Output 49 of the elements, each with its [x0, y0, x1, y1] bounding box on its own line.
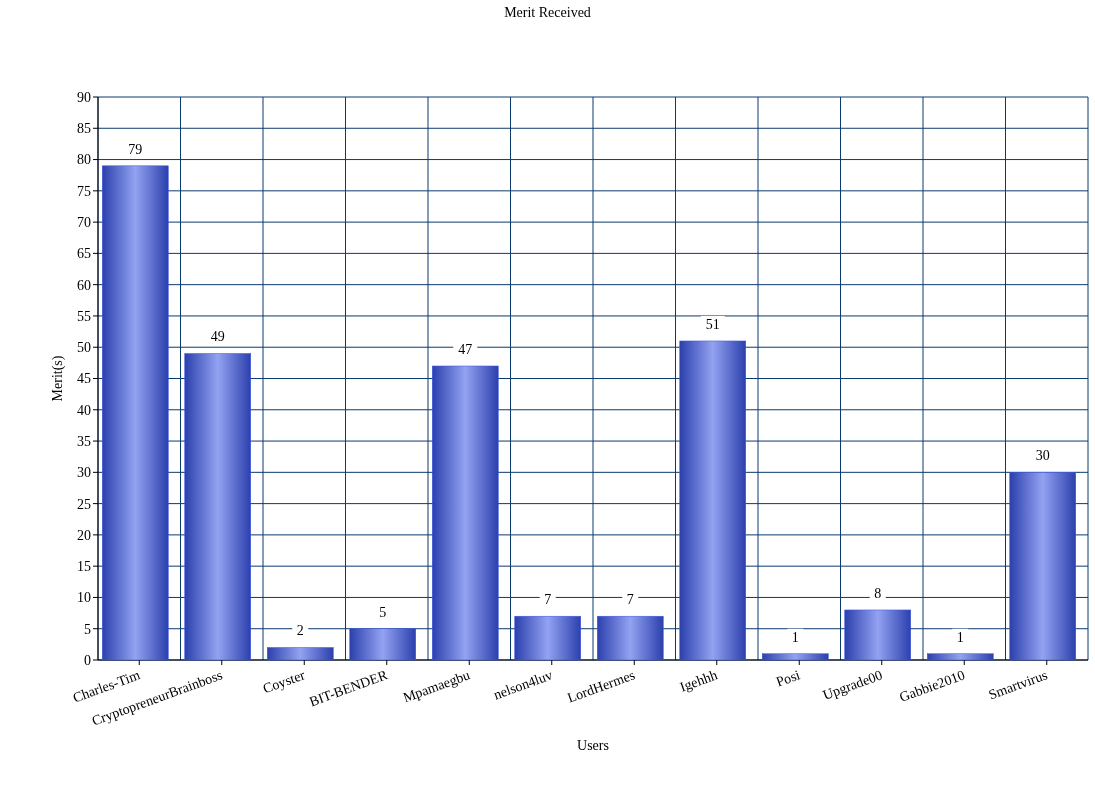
x-tick-label: Igehhh	[677, 667, 720, 695]
data-label: 1	[956, 629, 964, 645]
y-tick-label: 0	[84, 652, 91, 668]
data-label: 79	[128, 141, 143, 157]
data-label: 30	[1035, 448, 1050, 464]
bar	[514, 615, 581, 661]
y-tick-label: 85	[77, 121, 91, 137]
x-axis-title: Users	[577, 738, 609, 753]
data-label: 2	[296, 623, 304, 639]
y-tick-label: 50	[77, 340, 91, 356]
data-label: 49	[210, 329, 225, 345]
y-tick-label: 40	[77, 402, 91, 418]
y-tick-label: 20	[77, 527, 91, 543]
y-tick-label: 5	[84, 621, 91, 637]
data-label: 51	[705, 316, 720, 332]
bar	[844, 609, 911, 661]
y-tick-label: 80	[77, 152, 91, 168]
data-label: 7	[626, 592, 634, 608]
data-label: 5	[379, 604, 387, 620]
y-tick-label: 25	[77, 496, 91, 512]
bar	[597, 615, 664, 661]
bar	[184, 353, 251, 661]
y-tick-label: 65	[77, 246, 91, 262]
bar	[432, 365, 499, 661]
y-tick-label: 70	[77, 215, 91, 231]
y-tick-label: 90	[77, 89, 91, 105]
y-tick-label: 15	[77, 559, 91, 575]
bar	[762, 653, 829, 661]
y-tick-label: 55	[77, 308, 91, 324]
y-tick-label: 30	[77, 465, 91, 481]
data-label: 7	[544, 592, 552, 608]
bar	[349, 628, 416, 661]
bar	[1009, 472, 1076, 661]
x-tick-label: Coyster	[260, 667, 308, 697]
y-axis-title: Merit(s)	[50, 355, 66, 402]
bar	[102, 165, 169, 661]
data-label: 8	[874, 585, 882, 601]
x-tick-label: Posi	[774, 667, 803, 690]
chart-title: Merit Received	[504, 5, 591, 20]
y-tick-label: 10	[77, 590, 91, 606]
y-tick-label: 75	[77, 183, 91, 199]
y-tick-label: 35	[77, 433, 91, 449]
bar	[927, 653, 994, 661]
y-tick-label: 45	[77, 371, 91, 387]
bar	[267, 647, 334, 661]
y-tick-label: 60	[77, 277, 91, 293]
data-label: 47	[458, 341, 473, 357]
bar	[679, 340, 746, 661]
data-label: 1	[791, 629, 799, 645]
